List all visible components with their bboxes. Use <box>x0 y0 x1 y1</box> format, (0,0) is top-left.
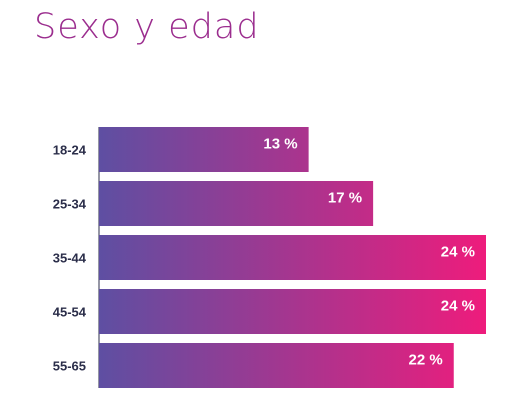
chart-title: Sexo y edad <box>34 7 260 47</box>
value-label-35-44: 24 % <box>441 244 475 261</box>
value-label-18-24: 13 % <box>263 136 297 153</box>
category-labels-group: 18-24 25-34 35-44 45-54 55-65 <box>53 143 87 374</box>
value-label-25-34: 17 % <box>328 190 362 207</box>
value-label-55-65: 22 % <box>409 352 443 369</box>
bar-35-44 <box>99 235 486 280</box>
bar-45-54 <box>99 289 486 334</box>
category-label-25-34: 25-34 <box>53 197 87 212</box>
category-label-35-44: 35-44 <box>53 251 87 266</box>
bar-18-24 <box>99 127 309 172</box>
value-label-45-54: 24 % <box>441 298 475 315</box>
bars-group <box>99 127 486 388</box>
value-labels-group: 13 % 17 % 24 % 24 % 22 % <box>263 136 475 369</box>
category-label-55-65: 55-65 <box>53 359 86 374</box>
bar-25-34 <box>99 181 374 226</box>
category-label-18-24: 18-24 <box>53 143 87 158</box>
category-label-45-54: 45-54 <box>53 305 87 320</box>
bar-55-65 <box>99 343 454 388</box>
